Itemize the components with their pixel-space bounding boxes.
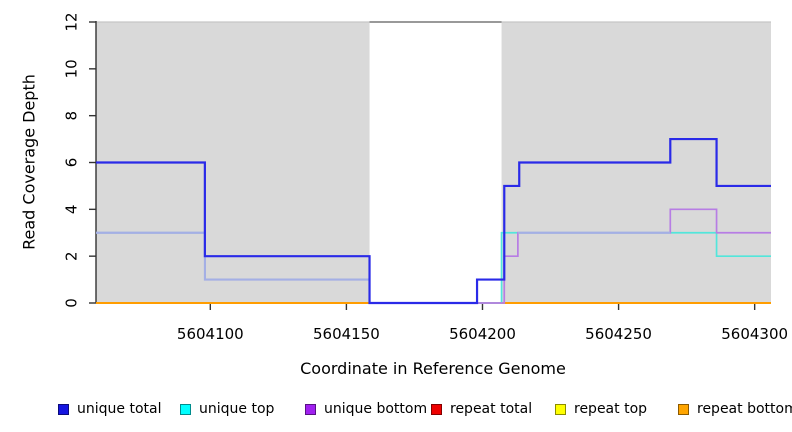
legend-item-unique-total: unique total <box>58 399 161 419</box>
legend-swatch-icon <box>431 403 442 415</box>
y-tick-label: 4 <box>63 205 81 215</box>
legend-item-repeat-bottom: repeat bottom <box>678 399 792 419</box>
x-tick-label: 5604300 <box>721 325 788 343</box>
legend-item-repeat-top: repeat top <box>555 399 647 419</box>
legend-item-repeat-total: repeat total <box>431 399 532 419</box>
legend-swatch-icon <box>58 403 69 415</box>
legend-swatch-icon <box>180 403 191 415</box>
y-tick-label: 10 <box>63 59 81 78</box>
x-tick-label: 5604250 <box>585 325 652 343</box>
legend-item-unique-bottom: unique bottom <box>305 399 427 419</box>
x-axis-title: Coordinate in Reference Genome <box>300 359 566 378</box>
legend-label: unique bottom <box>324 401 428 417</box>
x-tick-label: 5604200 <box>449 325 516 343</box>
y-axis-title: Read Coverage Depth <box>19 74 39 250</box>
y-tick-label: 8 <box>63 111 81 121</box>
legend-label: repeat total <box>450 401 533 417</box>
legend: unique total unique top unique bottom repea… <box>0 399 792 421</box>
legend-swatch-icon <box>555 403 566 415</box>
legend-label: repeat top <box>574 401 648 417</box>
y-tick-label: 12 <box>63 12 81 31</box>
legend-label: repeat bottom <box>697 401 792 417</box>
series-line-unique-total <box>96 137 771 305</box>
legend-label: unique top <box>199 401 275 417</box>
legend-swatch-icon <box>678 403 689 415</box>
y-tick-label: 2 <box>63 251 81 261</box>
legend-label: unique total <box>77 401 162 417</box>
x-tick-label: 5604150 <box>313 325 380 343</box>
y-tick-label: 6 <box>63 158 81 168</box>
x-tick-label: 5604100 <box>177 325 244 343</box>
legend-item-unique-top: unique top <box>180 399 274 419</box>
legend-swatch-icon <box>305 403 316 415</box>
y-tick-label: 0 <box>63 298 81 308</box>
